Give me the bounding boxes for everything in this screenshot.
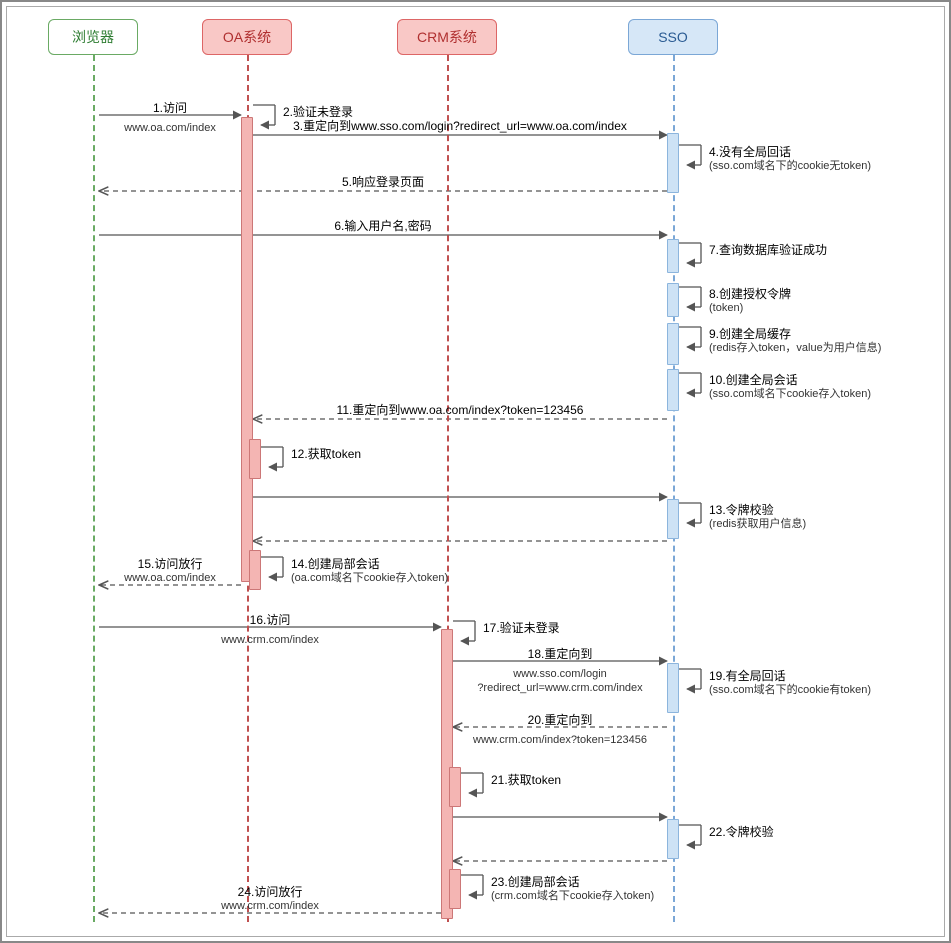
- activation-oa-6: [249, 439, 261, 479]
- participant-label: SSO: [658, 29, 688, 45]
- msg-text: 18.重定向到: [380, 647, 740, 661]
- activation-crm-13: [449, 869, 461, 909]
- msg-sub: www.crm.com/index: [90, 633, 450, 647]
- activation-sso-5: [667, 369, 679, 411]
- message-label: 15.访问放行www.oa.com/index: [0, 557, 350, 585]
- msg-text: 16.访问: [90, 613, 450, 627]
- msg-text: 11.重定向到www.oa.com/index?token=123456: [280, 403, 640, 417]
- msg-text: 13.令牌校验: [709, 503, 806, 517]
- msg-text: 17.验证未登录: [483, 621, 560, 635]
- message-label: 7.查询数据库验证成功: [709, 243, 827, 257]
- msg-text: 24.访问放行: [90, 885, 450, 899]
- activation-sso-2: [667, 239, 679, 273]
- participant-oa: OA系统: [202, 19, 292, 55]
- msg-sub: ?redirect_url=www.crm.com/index: [380, 681, 740, 695]
- participant-browser: 浏览器: [48, 19, 138, 55]
- message-label: 13.令牌校验(redis获取用户信息): [709, 503, 806, 531]
- participant-sso: SSO: [628, 19, 718, 55]
- msg-text: 22.令牌校验: [709, 825, 774, 839]
- msg-text: 19.有全局回话: [709, 669, 871, 683]
- msg-text: 20.重定向到: [380, 713, 740, 727]
- msg-sub: (sso.com域名下的cookie有token): [709, 683, 871, 697]
- activation-crm-11: [449, 767, 461, 807]
- participant-label: 浏览器: [72, 27, 114, 47]
- message-label: 3.重定向到www.sso.com/login?redirect_url=www…: [280, 119, 640, 133]
- msg-sub: www.crm.com/index?token=123456: [380, 733, 740, 747]
- message-label: 4.没有全局回话(sso.com域名下的cookie无token): [709, 145, 871, 173]
- activation-sso-1: [667, 133, 679, 193]
- message-label: 11.重定向到www.oa.com/index?token=123456: [280, 403, 640, 417]
- msg-text: 8.创建授权令牌: [709, 287, 791, 301]
- msg-text: 5.响应登录页面: [203, 175, 563, 189]
- activation-sso-4: [667, 323, 679, 365]
- msg-text: 6.输入用户名,密码: [203, 219, 563, 233]
- message-label: 22.令牌校验: [709, 825, 774, 839]
- activation-sso-12: [667, 819, 679, 859]
- msg-text: 10.创建全局会话: [709, 373, 871, 387]
- message-label: 24.访问放行www.crm.com/index: [90, 885, 450, 913]
- message-label: 20.重定向到 www.crm.com/index?token=123456: [380, 713, 740, 747]
- message-label: 5.响应登录页面: [203, 175, 563, 189]
- msg-text: 3.重定向到www.sso.com/login?redirect_url=www…: [280, 119, 640, 133]
- msg-sub: (token): [709, 301, 791, 315]
- msg-text: 23.创建局部会话: [491, 875, 654, 889]
- message-label: 16.访问 www.crm.com/index: [90, 613, 450, 647]
- diagram-inner: 浏览器OA系统CRM系统SSO 1.访问www.oa.com/index2.验证…: [6, 6, 945, 937]
- message-label: 23.创建局部会话(crm.com域名下cookie存入token): [491, 875, 654, 903]
- msg-sub: www.sso.com/login: [380, 667, 740, 681]
- msg-sub: www.crm.com/index: [90, 899, 450, 913]
- msg-text: 9.创建全局缓存: [709, 327, 881, 341]
- msg-text: 12.获取token: [291, 447, 361, 461]
- msg-sub: www.oa.com/index: [0, 571, 350, 585]
- message-label: 10.创建全局会话(sso.com域名下cookie存入token): [709, 373, 871, 401]
- msg-text: 7.查询数据库验证成功: [709, 243, 827, 257]
- message-label: 19.有全局回话(sso.com域名下的cookie有token): [709, 669, 871, 697]
- msg-sub: (crm.com域名下cookie存入token): [491, 889, 654, 903]
- activation-sso-7: [667, 499, 679, 539]
- message-label: 17.验证未登录: [483, 621, 560, 635]
- lifeline-browser: [93, 55, 95, 922]
- message-label: 9.创建全局缓存(redis存入token，value为用户信息): [709, 327, 881, 355]
- msg-sub: (sso.com域名下cookie存入token): [709, 387, 871, 401]
- message-label: 18.重定向到 www.sso.com/login?redirect_url=ww…: [380, 647, 740, 695]
- participant-crm: CRM系统: [397, 19, 497, 55]
- msg-sub: (sso.com域名下的cookie无token): [709, 159, 871, 173]
- participant-label: OA系统: [223, 27, 271, 47]
- activation-sso-3: [667, 283, 679, 317]
- msg-text: 4.没有全局回话: [709, 145, 871, 159]
- msg-sub: (redis存入token，value为用户信息): [709, 341, 881, 355]
- msg-sub: (redis获取用户信息): [709, 517, 806, 531]
- message-label: 6.输入用户名,密码: [203, 219, 563, 233]
- participant-label: CRM系统: [417, 27, 477, 47]
- message-label: 21.获取token: [491, 773, 561, 787]
- msg-text: 2.验证未登录: [283, 105, 353, 119]
- message-label: 12.获取token: [291, 447, 361, 461]
- msg-text: 15.访问放行: [0, 557, 350, 571]
- msg-text: 21.获取token: [491, 773, 561, 787]
- message-label: 2.验证未登录: [283, 105, 353, 119]
- diagram-canvas: 浏览器OA系统CRM系统SSO 1.访问www.oa.com/index2.验证…: [0, 0, 951, 943]
- message-label: 8.创建授权令牌(token): [709, 287, 791, 315]
